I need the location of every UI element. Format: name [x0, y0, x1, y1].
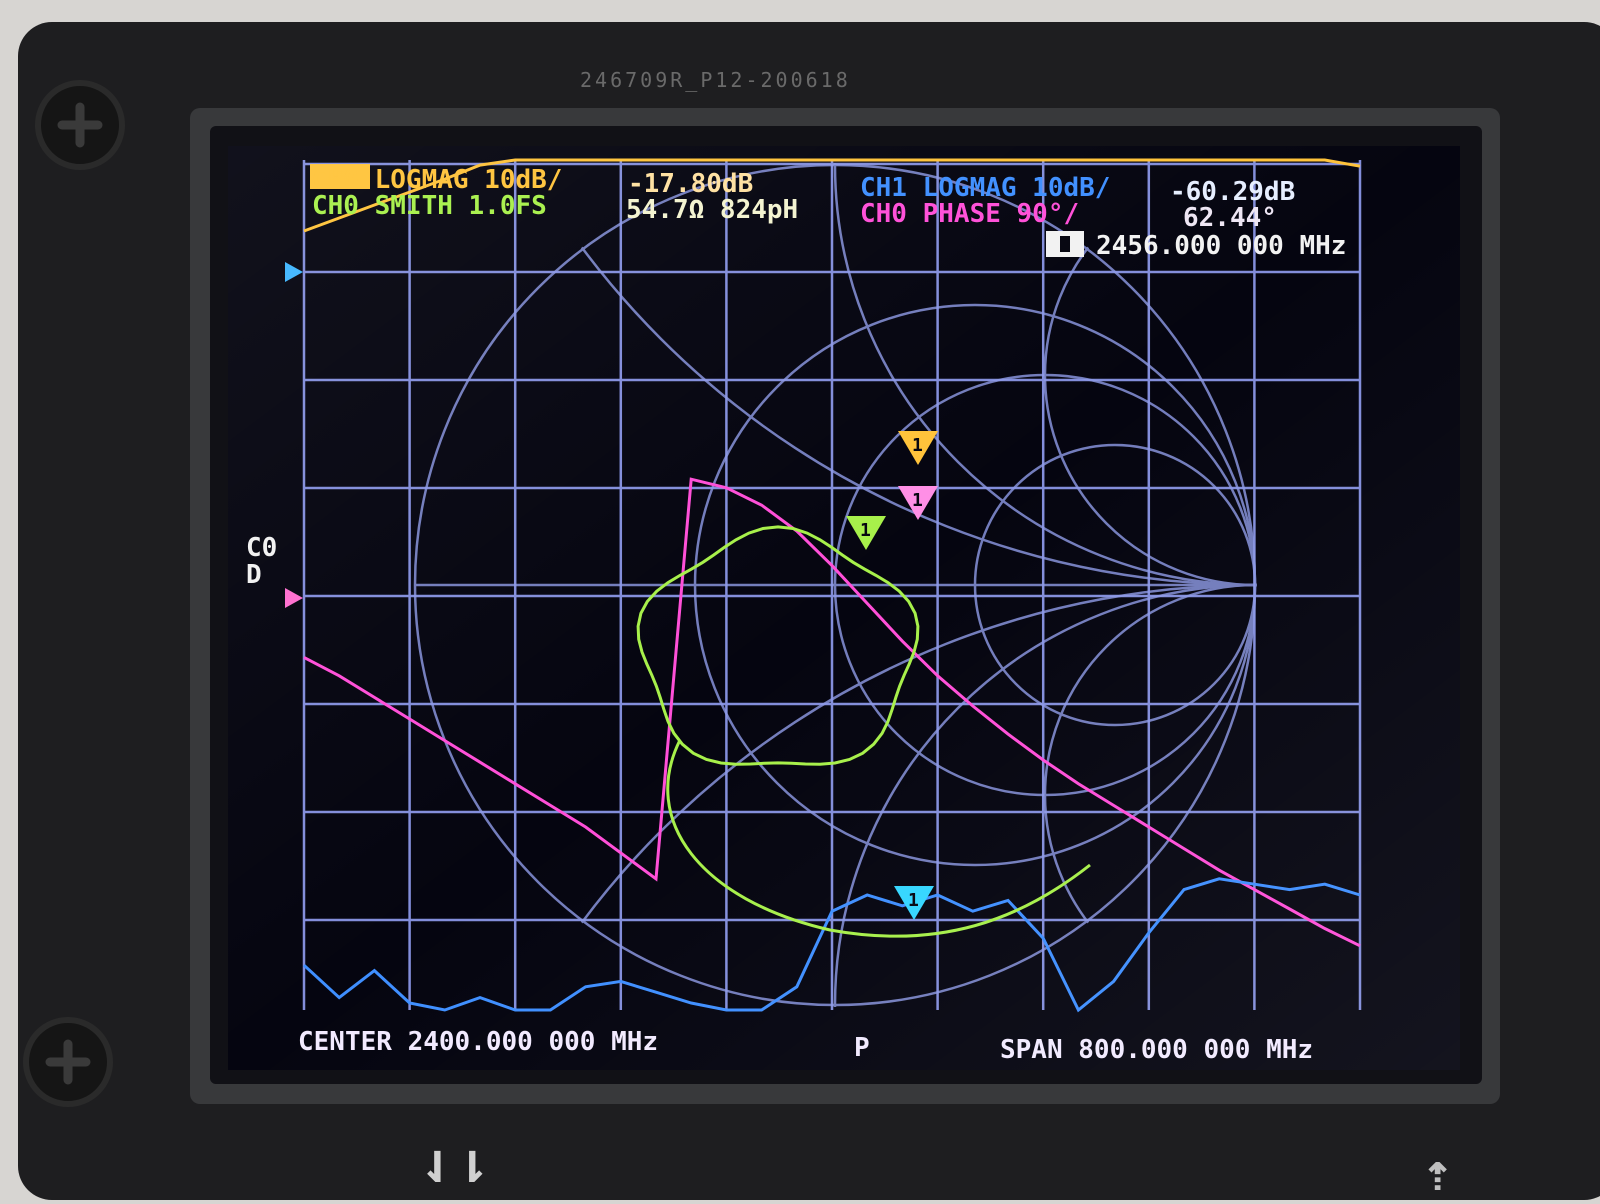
- center-frequency-label[interactable]: CENTER 2400.000 000 MHz: [298, 1027, 658, 1057]
- marker-label: 1: [908, 890, 919, 911]
- screw-top-left-icon: [35, 80, 125, 170]
- lcd-screen: 1 1 1 1 CH0 LOGMAG 10dB/ -17.80dB CH0 SM…: [228, 146, 1460, 1070]
- side-label-d: D: [246, 560, 262, 590]
- screw-bottom-left-icon: [23, 1017, 113, 1107]
- side-label-c0: C0: [246, 533, 277, 563]
- span-frequency-label[interactable]: SPAN 800.000 000 MHz: [1000, 1035, 1313, 1065]
- pause-indicator: P: [854, 1033, 870, 1063]
- case-serial-label: 246709R_P12-200618: [580, 68, 851, 92]
- marker-frequency: 2456.000 000 MHz: [1096, 231, 1346, 261]
- arrow-button-icon[interactable]: ⇡: [1422, 1143, 1453, 1203]
- ch0-smith-value: 54.7Ω 824pH: [626, 195, 798, 225]
- jog-button-icon[interactable]: ⇃⇂: [420, 1128, 490, 1196]
- ch0-phase-value: 62.44°: [1183, 203, 1277, 233]
- marker-label: 1: [912, 435, 923, 456]
- marker-label: 1: [912, 490, 923, 511]
- marker-1-icon: [1046, 231, 1084, 257]
- ch0-smith-label[interactable]: CH0 SMITH 1.0FS: [312, 191, 547, 221]
- ch0-phase-label[interactable]: CH0 PHASE 90°/: [860, 199, 1079, 229]
- marker-label: 1: [860, 520, 871, 541]
